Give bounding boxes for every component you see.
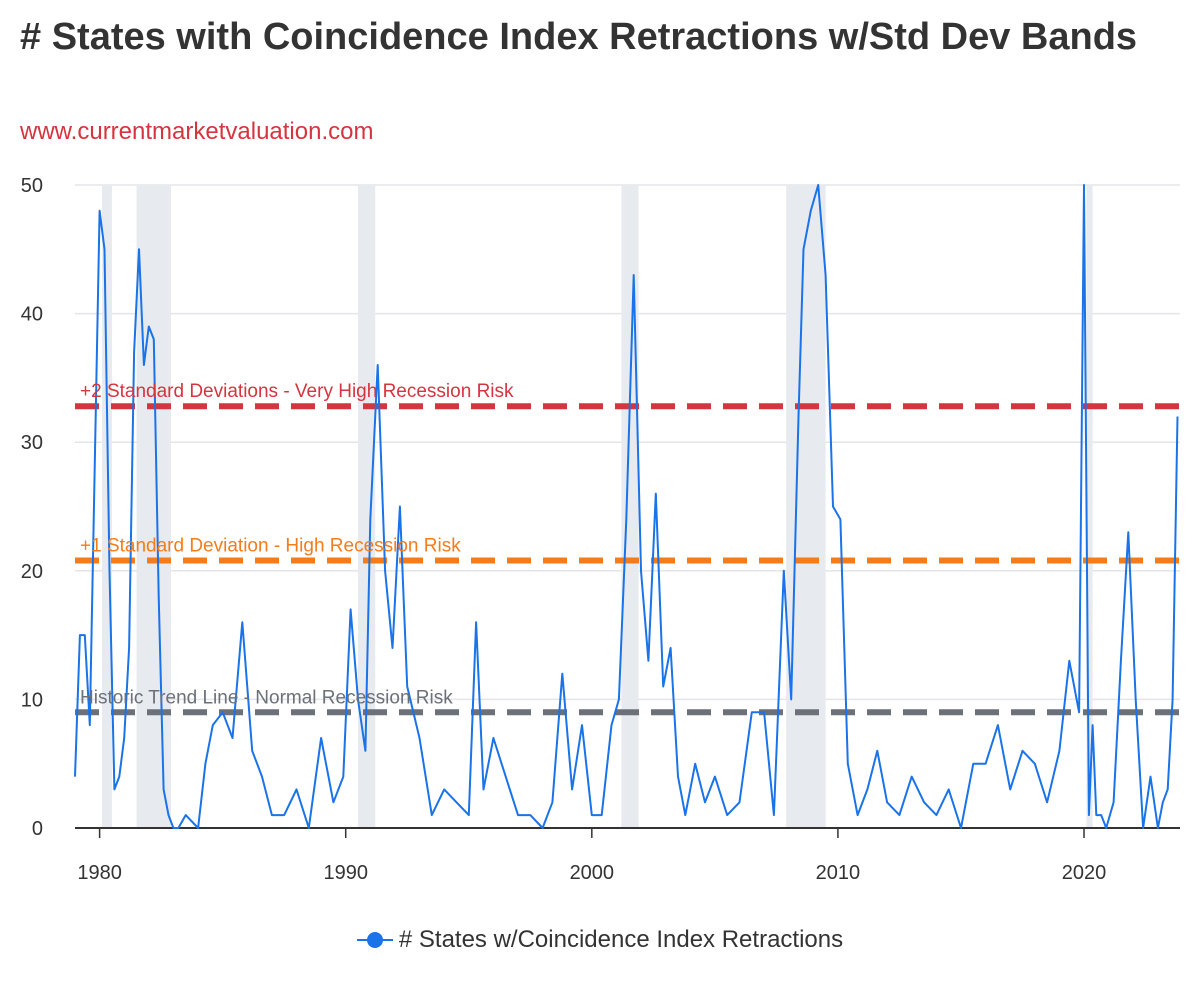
chart-legend[interactable]: # States w/Coincidence Index Retractions [0, 926, 1200, 959]
page-title: # States with Coincidence Index Retracti… [20, 16, 1138, 58]
recession-band [786, 185, 826, 828]
x-tick-label: 1990 [323, 862, 368, 884]
legend-label: # States w/Coincidence Index Retractions [398, 926, 844, 953]
one-std-dev-line-label: +1 Standard Deviation - High Recession R… [80, 536, 461, 557]
x-tick-label: 2020 [1062, 862, 1107, 884]
series-layer [74, 184, 1179, 829]
y-axis-ticks: 0 10 20 30 40 50 [21, 175, 43, 840]
y-tick-label: 0 [32, 818, 43, 840]
reference-lines [75, 403, 1180, 716]
trend-line-label: Historic Trend Line - Normal Recession R… [80, 687, 453, 708]
y-tick-label: 50 [21, 175, 43, 197]
y-tick-label: 10 [21, 689, 43, 711]
x-tick-label: 1980 [77, 862, 122, 884]
y-tick-label: 30 [21, 432, 43, 454]
x-tick-label: 2000 [570, 862, 615, 884]
x-axis-ticks: 1980 1990 2000 2010 2020 [75, 827, 1180, 884]
two-std-dev-line-label: +2 Standard Deviations - Very High Reces… [80, 381, 514, 402]
recession-band [102, 185, 112, 828]
reference-line-labels: +2 Standard Deviations - Very High Reces… [80, 381, 514, 708]
recession-shading [102, 185, 1093, 828]
recession-band [136, 185, 171, 828]
recession-band [621, 185, 639, 828]
chart-subtitle[interactable]: www.currentmarketvaluation.com [20, 118, 374, 145]
y-tick-label: 20 [21, 561, 43, 583]
recession-band [358, 185, 376, 828]
recession-band [1086, 185, 1093, 828]
series-line [74, 184, 1179, 829]
legend-marker-icon [356, 928, 393, 952]
y-tick-label: 40 [21, 304, 43, 326]
x-tick-label: 2010 [816, 862, 861, 884]
